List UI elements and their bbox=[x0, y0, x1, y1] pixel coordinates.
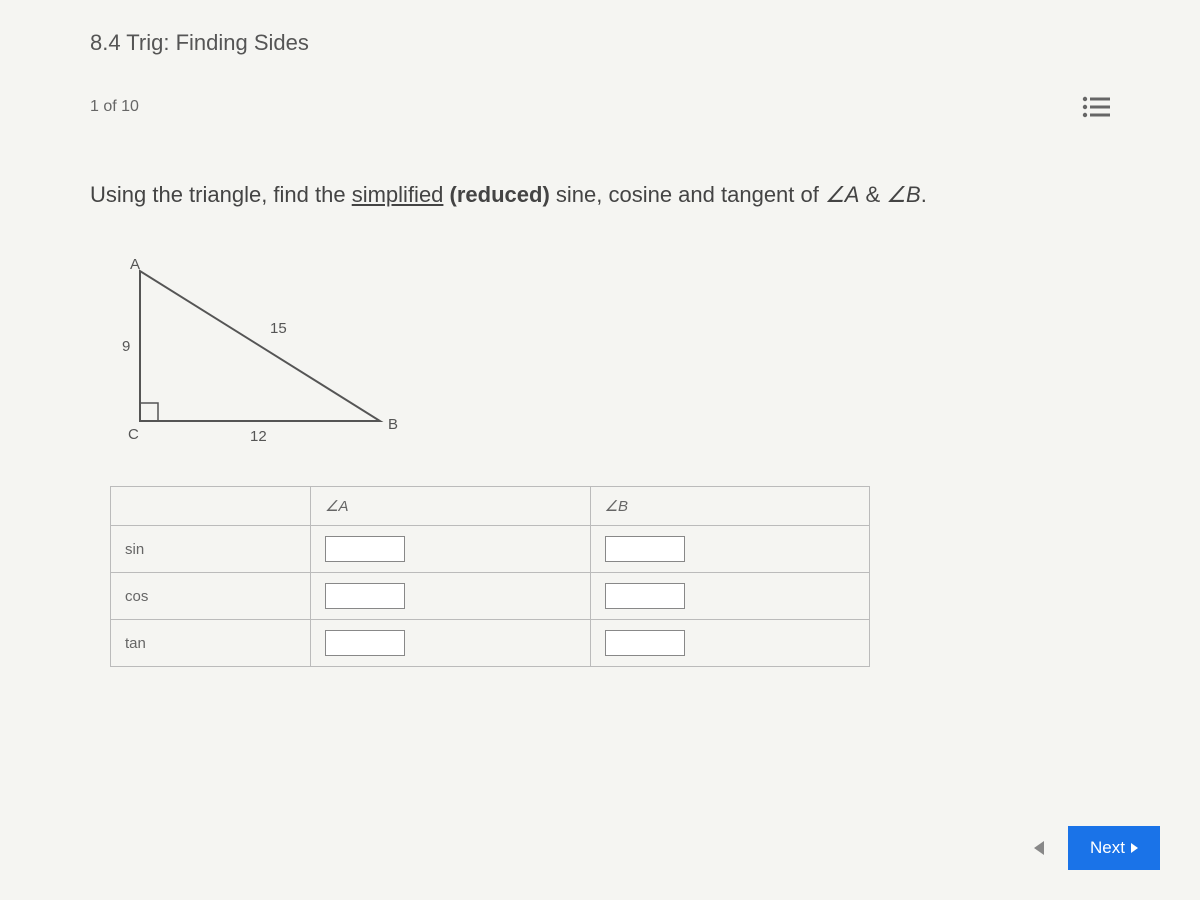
input-tan-b[interactable] bbox=[605, 630, 685, 656]
table-header-angle-b: ∠B bbox=[590, 487, 870, 526]
input-cos-a[interactable] bbox=[325, 583, 405, 609]
input-sin-b[interactable] bbox=[605, 536, 685, 562]
question-period: . bbox=[921, 182, 927, 207]
table-row: tan bbox=[111, 620, 870, 667]
vertex-a: A bbox=[130, 256, 140, 273]
question-underlined: simplified bbox=[352, 182, 444, 207]
question-prefix: Using the triangle, find the bbox=[90, 182, 352, 207]
input-cos-b[interactable] bbox=[605, 583, 685, 609]
page-title: 8.4 Trig: Finding Sides bbox=[90, 30, 1110, 56]
row-label-sin: sin bbox=[111, 526, 311, 573]
table-row: cos bbox=[111, 573, 870, 620]
row-label-cos: cos bbox=[111, 573, 311, 620]
table-header-angle-a: ∠A bbox=[311, 487, 591, 526]
chevron-right-icon bbox=[1131, 843, 1138, 853]
input-tan-a[interactable] bbox=[325, 630, 405, 656]
table-header-blank bbox=[111, 487, 311, 526]
side-b: 9 bbox=[122, 338, 130, 355]
side-a: 12 bbox=[250, 428, 267, 445]
vertex-c: C bbox=[128, 426, 139, 443]
answer-table: ∠A ∠B sin cos tan bbox=[110, 486, 870, 667]
table-header-row: ∠A ∠B bbox=[111, 487, 870, 526]
question-amp: & bbox=[859, 182, 886, 207]
vertex-b: B bbox=[388, 416, 398, 433]
progress-counter: 1 of 10 bbox=[90, 98, 139, 116]
question-list-icon[interactable] bbox=[1082, 96, 1110, 118]
next-button[interactable]: Next bbox=[1068, 826, 1160, 870]
question-angle-b: ∠B bbox=[886, 182, 920, 207]
question-text: Using the triangle, find the simplified … bbox=[90, 178, 1110, 211]
triangle-diagram: A C B 9 12 15 bbox=[110, 251, 1110, 456]
question-bold: (reduced) bbox=[443, 182, 549, 207]
question-angle-a: ∠A bbox=[825, 182, 859, 207]
next-button-label: Next bbox=[1090, 838, 1125, 858]
table-row: sin bbox=[111, 526, 870, 573]
side-c: 15 bbox=[270, 320, 287, 337]
prev-button[interactable] bbox=[1024, 828, 1054, 868]
input-sin-a[interactable] bbox=[325, 536, 405, 562]
question-suffix: sine, cosine and tangent of bbox=[550, 182, 825, 207]
row-label-tan: tan bbox=[111, 620, 311, 667]
